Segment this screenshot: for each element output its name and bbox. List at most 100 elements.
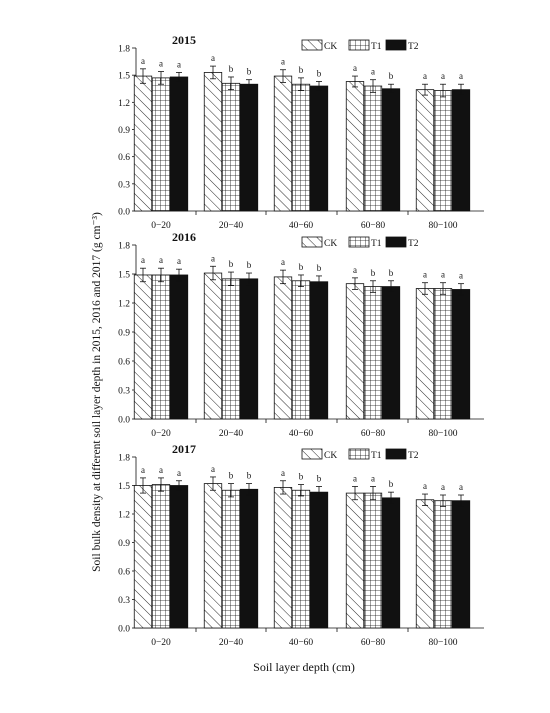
bar — [345, 492, 365, 629]
bar — [169, 76, 189, 212]
bar — [169, 274, 189, 420]
x-tick-label: 0−20 — [151, 221, 171, 231]
significance-label: b — [247, 471, 252, 481]
significance-label: a — [159, 59, 163, 69]
x-tick-label: 80−100 — [428, 221, 457, 231]
legend-swatch — [301, 236, 323, 248]
significance-label: b — [299, 262, 304, 272]
significance-label: a — [141, 56, 145, 66]
bar — [291, 280, 311, 420]
significance-label: a — [353, 473, 357, 483]
bar — [381, 88, 401, 212]
significance-label: a — [459, 71, 463, 81]
bar — [433, 288, 453, 420]
significance-label: a — [459, 482, 463, 492]
bar — [221, 82, 241, 212]
bar — [203, 272, 223, 420]
legend-swatch — [385, 236, 407, 248]
significance-label: a — [159, 465, 163, 475]
y-tick-label: 1.2 — [118, 99, 130, 109]
y-tick-label: 0.3 — [118, 596, 130, 606]
y-axis-label: Soil bulk density at different soil laye… — [91, 212, 103, 572]
bar — [221, 278, 241, 420]
significance-label: b — [229, 471, 234, 481]
bar — [239, 83, 259, 212]
bar — [203, 483, 223, 629]
significance-label: b — [247, 260, 252, 270]
x-tick-label: 40−60 — [289, 221, 314, 231]
y-tick-label: 0.0 — [118, 208, 130, 218]
legend-label: CK — [324, 42, 337, 52]
chart-title: 2016 — [172, 230, 196, 244]
chart-panel-2017: 0.0 0.3 0.6 0.9 1.2 1.5 1.8 0−20 20−40 40−60 60−80… — [118, 442, 484, 648]
bar — [151, 77, 171, 212]
x-tick-label: 0−20 — [151, 638, 171, 648]
legend-label: T1 — [371, 451, 382, 461]
y-tick-label: 0.0 — [118, 625, 130, 635]
significance-label: b — [317, 473, 322, 483]
x-tick-label: 20−40 — [219, 638, 244, 648]
significance-label: a — [423, 481, 427, 491]
bar — [239, 488, 259, 629]
legend-label: CK — [324, 451, 337, 461]
bar — [273, 276, 293, 420]
significance-label: a — [353, 63, 357, 73]
significance-label: b — [389, 268, 394, 278]
bar — [363, 85, 383, 212]
x-tick-label: 20−40 — [219, 221, 244, 231]
y-tick-label: 1.8 — [118, 242, 130, 252]
y-tick-label: 1.5 — [118, 482, 130, 492]
y-tick-label: 0.0 — [118, 416, 130, 426]
y-tick-label: 0.9 — [118, 539, 130, 549]
significance-label: a — [211, 53, 215, 63]
significance-label: a — [177, 59, 181, 69]
significance-label: a — [371, 473, 375, 483]
significance-label: b — [389, 71, 394, 81]
bar — [133, 485, 153, 629]
x-tick-label: 80−100 — [428, 429, 457, 439]
significance-label: a — [141, 465, 145, 475]
significance-label: b — [247, 67, 252, 77]
bar — [151, 484, 171, 629]
significance-label: b — [371, 268, 376, 278]
legend-swatch — [348, 236, 370, 248]
y-tick-label: 1.2 — [118, 511, 130, 521]
significance-label: b — [299, 472, 304, 482]
y-tick-label: 1.2 — [118, 300, 130, 310]
bar — [433, 500, 453, 629]
bar — [363, 286, 383, 420]
significance-label: a — [211, 464, 215, 474]
legend-swatch — [301, 39, 323, 51]
bar — [309, 491, 329, 629]
legend-swatch — [385, 448, 407, 460]
y-tick-label: 0.6 — [118, 153, 130, 163]
significance-label: a — [371, 67, 375, 77]
significance-label: b — [389, 479, 394, 489]
bar — [415, 89, 435, 212]
y-tick-label: 0.9 — [118, 329, 130, 339]
x-axis-label: Soil layer depth (cm) — [253, 660, 355, 674]
y-tick-label: 0.3 — [118, 387, 130, 397]
significance-label: b — [317, 69, 322, 79]
chart-title: 2015 — [172, 33, 196, 47]
bar — [133, 274, 153, 420]
significance-label: a — [211, 253, 215, 263]
significance-label: b — [299, 65, 304, 75]
chart-title: 2017 — [172, 442, 196, 456]
y-tick-label: 0.3 — [118, 180, 130, 190]
significance-label: a — [281, 257, 285, 267]
bar — [151, 274, 171, 420]
x-tick-label: 0−20 — [151, 429, 171, 439]
x-tick-label: 60−80 — [361, 429, 386, 439]
bar — [133, 75, 153, 212]
significance-label: a — [281, 468, 285, 478]
chart-panel-2015: 0.0 0.3 0.6 0.9 1.2 1.5 1.8 0−20 20−40 40−60 60−80… — [118, 33, 484, 231]
x-tick-label: 80−100 — [428, 638, 457, 648]
significance-label: a — [177, 468, 181, 478]
bar — [381, 497, 401, 629]
bar — [309, 281, 329, 420]
bar — [273, 486, 293, 629]
legend-label: T1 — [371, 42, 382, 52]
y-tick-label: 0.9 — [118, 126, 130, 136]
